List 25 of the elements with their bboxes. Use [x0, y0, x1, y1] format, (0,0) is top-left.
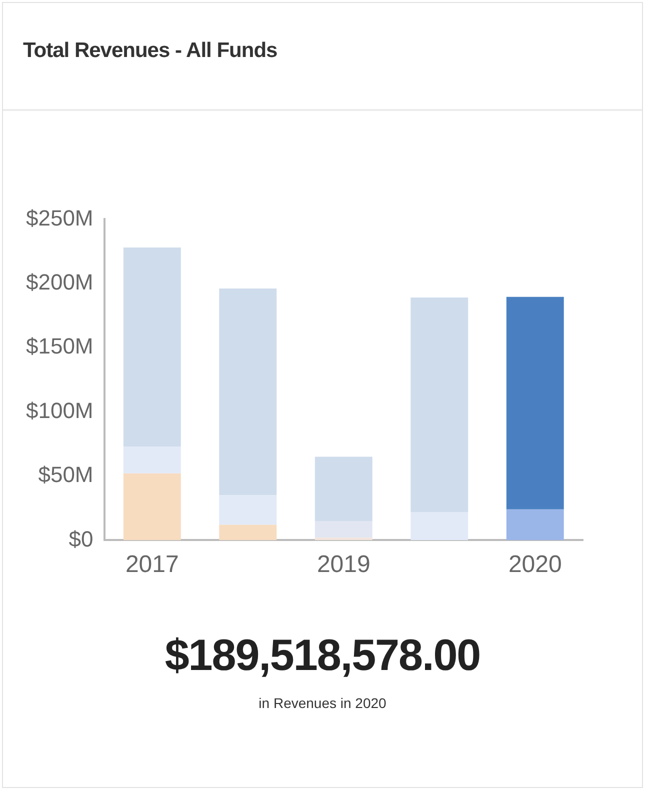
text: $189,518,578.00 [164, 631, 482, 681]
y-tick-label: $50M [38, 462, 94, 488]
bar [219, 524, 277, 540]
bar [219, 288, 277, 496]
bar [123, 247, 181, 446]
bar [314, 456, 372, 521]
y-tick-label: $100M [26, 398, 94, 423]
x-tick-label: 2019 [316, 551, 370, 578]
chart-title: Total Revenues - All Funds [3, 3, 642, 111]
bar [410, 512, 468, 540]
x-tick-label: 2017 [125, 551, 179, 578]
y-tick-label: $150M [26, 334, 94, 359]
bar [314, 538, 372, 540]
bar [123, 473, 181, 540]
y-tick-label: $200M [26, 269, 94, 294]
x-tick-label: 2020 [508, 551, 562, 578]
bar [506, 509, 564, 540]
bar [410, 298, 468, 512]
bar [506, 296, 564, 510]
bar [314, 520, 372, 538]
bar [123, 446, 181, 474]
y-tick-label: $250M [26, 205, 94, 230]
bar [219, 495, 277, 525]
y-tick-label: $0 [68, 526, 94, 552]
text: in Revenues in 2020 [258, 695, 388, 711]
